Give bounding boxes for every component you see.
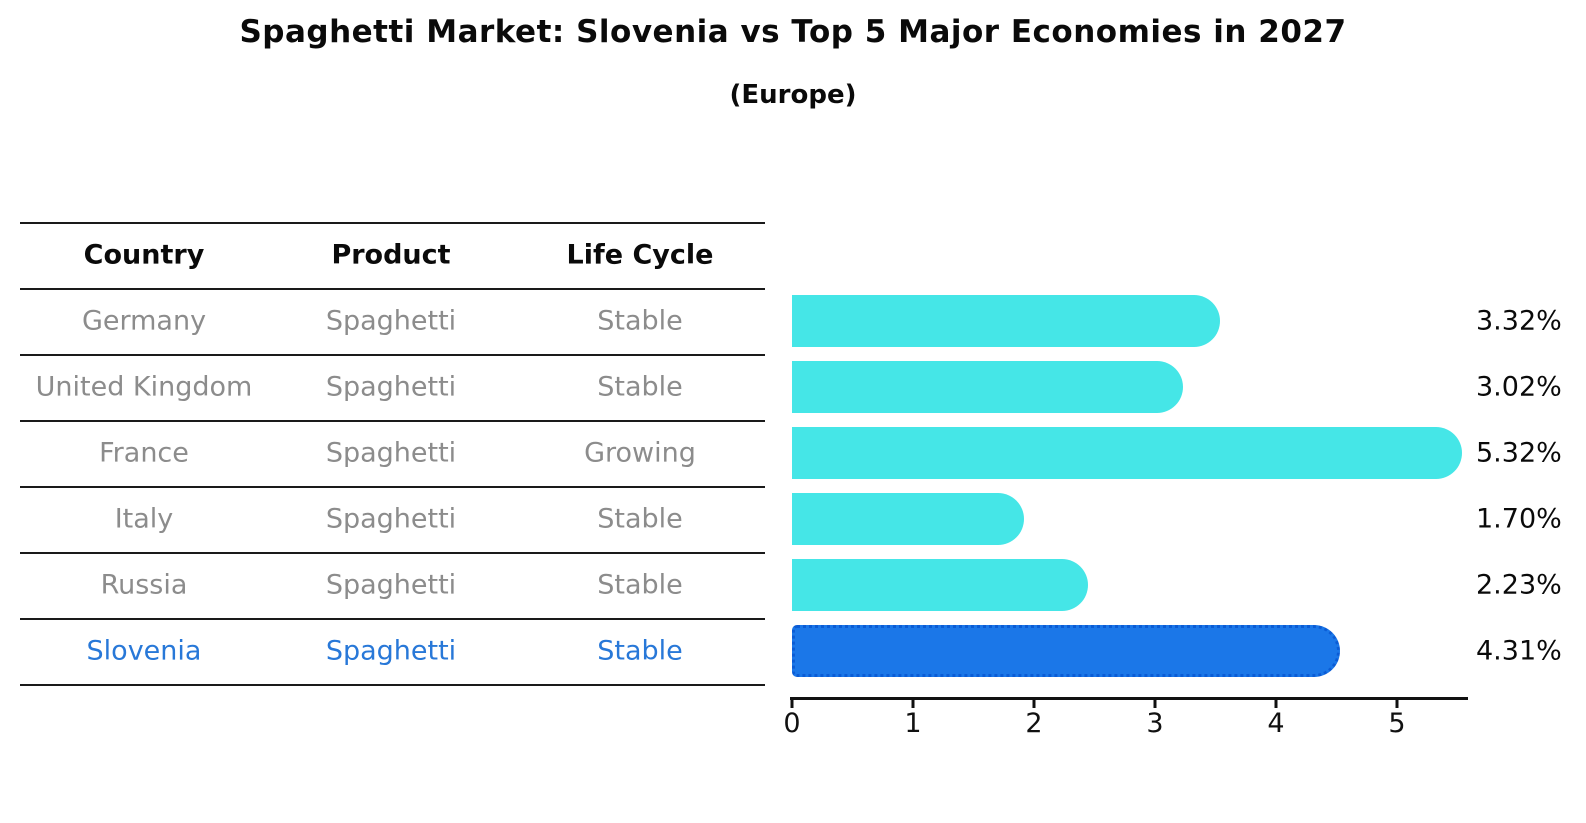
- table-cell-life_cycle: Stable: [597, 371, 683, 403]
- table-cell-country: Italy: [114, 503, 174, 535]
- value-label: 2.23%: [1476, 569, 1562, 601]
- table-cell-country: Russia: [100, 569, 188, 601]
- bar-russia: [792, 559, 1088, 611]
- table-cell-product: Spaghetti: [325, 503, 457, 535]
- table-cell-life_cycle: Stable: [597, 635, 683, 667]
- table-rule-4: [20, 486, 765, 488]
- column-header-product: Product: [331, 239, 451, 271]
- tick-label: 0: [783, 708, 801, 739]
- value-label: 3.32%: [1476, 305, 1562, 337]
- tick-label: 1: [904, 708, 922, 739]
- table-rule-6: [20, 618, 765, 620]
- column-header-life-cycle: Life Cycle: [566, 239, 714, 271]
- table-cell-country: Slovenia: [86, 635, 202, 667]
- chart-subtitle: (Europe): [729, 80, 857, 110]
- table-cell-product: Spaghetti: [325, 305, 457, 337]
- table-cell-product: Spaghetti: [325, 437, 457, 469]
- bar-slovenia: [792, 625, 1340, 677]
- table-cell-life_cycle: Growing: [584, 437, 696, 469]
- bar-italy: [792, 493, 1024, 545]
- chart-title: Spaghetti Market: Slovenia vs Top 5 Majo…: [239, 14, 1347, 50]
- tick-label: 3: [1146, 708, 1164, 739]
- tick-mark: [1395, 699, 1399, 708]
- bar-germany: [792, 295, 1220, 347]
- value-label: 3.02%: [1476, 371, 1562, 403]
- bar-france: [792, 427, 1462, 479]
- table-rule-1: [20, 288, 765, 290]
- table-cell-life_cycle: Stable: [597, 503, 683, 535]
- tick-mark: [1153, 699, 1157, 708]
- table-cell-country: France: [99, 437, 189, 469]
- table-cell-product: Spaghetti: [325, 569, 457, 601]
- table-cell-product: Spaghetti: [325, 371, 457, 403]
- value-label: 4.31%: [1476, 635, 1562, 667]
- table-rule-2: [20, 354, 765, 356]
- table-cell-country: Germany: [81, 305, 207, 337]
- table-rule-7: [20, 684, 765, 686]
- table-rule-0: [20, 222, 765, 224]
- bar-united-kingdom: [792, 361, 1183, 413]
- table-cell-life_cycle: Stable: [597, 305, 683, 337]
- value-label: 5.32%: [1476, 437, 1562, 469]
- table-cell-life_cycle: Stable: [597, 569, 683, 601]
- table-cell-product: Spaghetti: [325, 635, 457, 667]
- tick-mark: [911, 699, 915, 708]
- value-label: 1.70%: [1476, 503, 1562, 535]
- tick-mark: [1032, 699, 1036, 708]
- table-cell-country: United Kingdom: [35, 371, 253, 403]
- table-rule-5: [20, 552, 765, 554]
- tick-label: 4: [1267, 708, 1285, 739]
- x-axis-line: [790, 697, 1468, 700]
- tick-mark: [1274, 699, 1278, 708]
- table-rule-3: [20, 420, 765, 422]
- tick-mark: [790, 699, 794, 708]
- tick-label: 5: [1388, 708, 1406, 739]
- tick-label: 2: [1025, 708, 1043, 739]
- column-header-country: Country: [83, 239, 205, 271]
